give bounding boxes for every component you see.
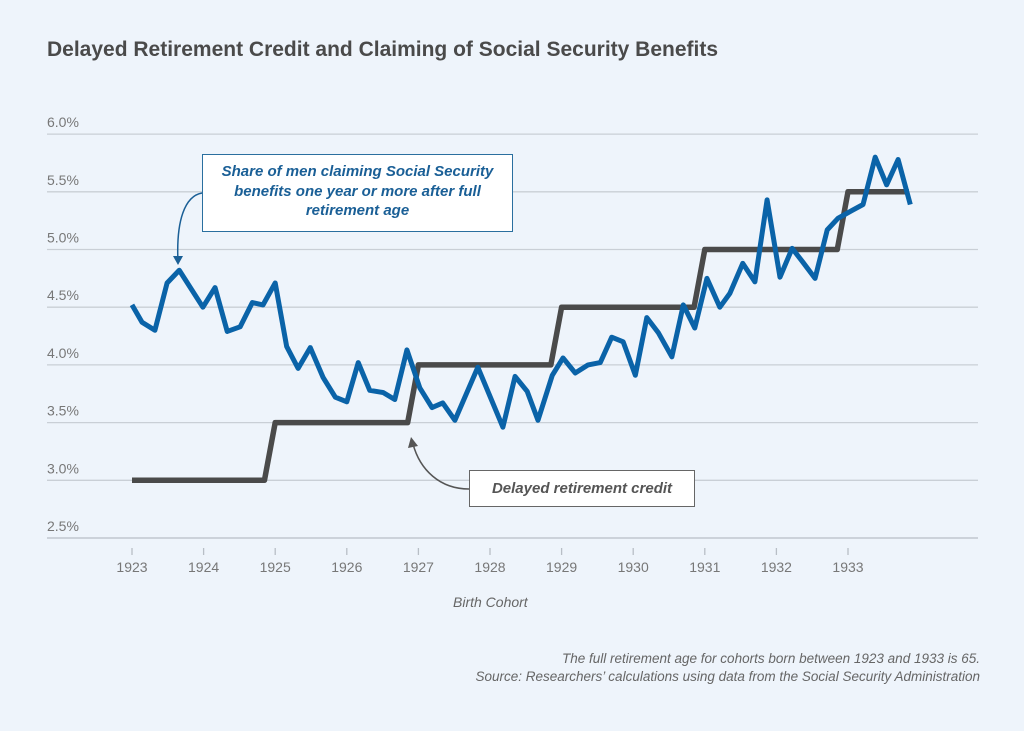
x-tick-label: 1929 (546, 559, 577, 575)
y-tick-label: 5.0% (47, 230, 79, 246)
x-tick-label: 1924 (188, 559, 219, 575)
x-tick-label: 1923 (116, 559, 147, 575)
y-tick-label: 5.5% (47, 172, 79, 188)
share-annotation-connector (176, 192, 203, 263)
y-tick-label: 2.5% (47, 518, 79, 534)
note-fra: The full retirement age for cohorts born… (561, 651, 980, 666)
note-source: Source: Researchers’ calculations using … (475, 669, 981, 684)
x-axis-label: Birth Cohort (453, 594, 528, 610)
x-tick-label: 1925 (260, 559, 291, 575)
y-tick-label: 6.0% (47, 114, 79, 130)
y-tick-label: 4.5% (47, 287, 79, 303)
y-tick-label: 3.0% (47, 460, 79, 476)
y-tick-label: 4.0% (47, 345, 79, 361)
y-tick-label: 3.5% (47, 403, 79, 419)
x-tick-label: 1927 (403, 559, 434, 575)
arrow-up-icon (408, 437, 418, 448)
x-tick-label: 1932 (761, 559, 792, 575)
share-annotation: Share of men claiming Social Security be… (202, 154, 513, 232)
x-tick-label: 1930 (618, 559, 649, 575)
x-tick-label: 1933 (832, 559, 863, 575)
credit-annotation: Delayed retirement credit (469, 470, 695, 507)
chart-title: Delayed Retirement Credit and Claiming o… (47, 38, 719, 61)
x-tick-label: 1928 (474, 559, 505, 575)
x-tick-label: 1926 (331, 559, 362, 575)
series-line-delayed-retirement-credit (132, 189, 909, 484)
x-tick-label: 1931 (689, 559, 720, 575)
arrow-down-icon (173, 256, 183, 265)
credit-annotation-connector (412, 443, 470, 490)
